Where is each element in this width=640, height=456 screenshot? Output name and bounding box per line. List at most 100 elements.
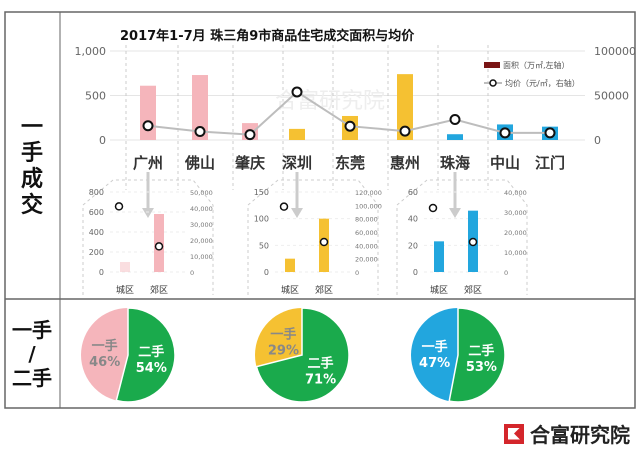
sub-y-tick: 60 [408,188,418,197]
price-point [399,125,411,137]
sub-bar-城区 [434,241,444,272]
pie-label-new: 一手 [270,327,296,343]
sub-y-tick: 400 [89,228,104,237]
x-tick-label: 中山 [490,154,520,172]
sub-y-tick: 800 [89,188,104,197]
sub-y2-tick: 40,000 [504,189,527,197]
sub-x-tick: 城区 [430,285,448,296]
bar-惠州 [397,74,413,140]
sub-y2-tick: 10,000 [190,253,213,261]
sub-x-tick: 郊区 [150,284,168,296]
x-tick-label: 深圳 [282,154,312,172]
legend-area: 面积（万㎡,左轴） [503,60,570,70]
arrow-down-icon [291,208,303,218]
x-tick-label: 广州 [133,154,163,172]
sub-y2-tick: 0 [504,269,508,277]
legend-bar-swatch [484,62,500,68]
arrow-down-icon [449,208,461,218]
logo-text: 合富研究院 [530,423,630,447]
callout-dashed [82,179,214,295]
price-point [194,126,206,138]
bar-珠海 [447,134,463,140]
pie-label-new: 一手 [422,339,448,355]
sub-y-tick: 50 [259,241,269,250]
sub-y2-tick: 60,000 [355,229,378,237]
label-new: 一手 [12,318,52,342]
sub-y2-tick: 30,000 [190,221,213,229]
sub-bar-城区 [120,262,130,272]
sub-bar-城区 [285,258,295,272]
pie-label-resale: 二手 [308,355,334,371]
sub-y-tick: 100 [254,215,269,224]
watermark: 合富研究院 [275,89,385,114]
sub-x-tick: 郊区 [464,284,482,296]
sub-price-point [279,202,289,211]
pie-label-new: 一手 [92,338,118,354]
x-tick-label: 肇庆 [234,154,265,172]
sub-y-tick: 200 [89,248,104,257]
sub-y2-tick: 50,000 [190,189,213,197]
y2-tick-label: 100000 [594,45,636,58]
chart-title: 2017年1-7月 珠三角9市商品住宅成交面积与均价 [120,28,415,44]
y-tick-label: 1,000 [75,45,107,58]
y2-tick-label: 50000 [594,90,629,103]
sub-y2-tick: 20,000 [504,229,527,237]
pie-label-resale: 二手 [468,343,494,359]
x-tick-label: 东莞 [335,154,365,172]
bar-深圳 [289,128,305,140]
sub-y-tick: 20 [408,241,418,250]
logo: 合富研究院 [504,419,630,448]
sub-y2-tick: 20,000 [190,237,213,245]
callout-dashed [247,179,379,295]
sub-x-tick: 郊区 [315,284,333,296]
sub-y2-tick: 80,000 [355,216,378,224]
x-tick-label: 惠州 [390,154,420,172]
legend-price: 均价（元/㎡，右轴） [505,78,580,88]
pie-value-resale: 53% [466,360,497,375]
logo-icon [504,423,524,444]
x-tick-label: 江门 [535,154,565,172]
sub-y-tick: 0 [413,268,418,277]
label-resale: 二手 [12,366,52,390]
sub-price-point [114,202,124,211]
y-tick-label: 0 [99,134,106,147]
bar-佛山 [192,75,208,140]
sub-y-tick: 150 [254,188,269,197]
sub-y-tick: 0 [99,268,104,277]
sub-y2-tick: 100,000 [355,202,382,210]
sub-y2-tick: 20,000 [355,256,378,264]
side-label-new-vs-resale: 一手 / 二手 [12,318,52,390]
sub-price-point [468,237,478,247]
sub-y-tick: 600 [89,208,104,217]
pie-value-resale: 71% [305,372,336,387]
pie-label-resale: 二手 [138,344,164,360]
sub-y2-tick: 0 [190,269,194,277]
price-point [544,127,556,139]
legend-point-swatch [489,79,497,87]
pie-value-resale: 54% [136,361,167,376]
sub-y2-tick: 10,000 [504,249,527,257]
price-point [449,114,461,126]
price-point [244,129,256,141]
price-point [344,120,356,132]
y2-tick-label: 0 [594,134,601,147]
frame [4,11,636,409]
sub-y-tick: 40 [408,215,418,224]
x-tick-label: 佛山 [184,154,215,172]
sub-x-tick: 城区 [281,285,299,296]
sub-price-point [154,242,164,251]
x-tick-label: 珠海 [440,154,470,172]
sub-y2-tick: 0 [355,269,359,277]
y-tick-label: 500 [85,90,106,103]
sub-y2-tick: 40,000 [190,205,213,213]
sub-y2-tick: 40,000 [355,242,378,250]
sub-y2-tick: 30,000 [504,209,527,217]
label-slash: / [28,342,36,366]
sub-price-point [428,203,438,213]
side-label-new-sales: 一手成交 [20,115,43,218]
callout-dashed [396,179,528,295]
arrow-down-icon [142,208,154,218]
pie-slice-resale [255,307,350,403]
